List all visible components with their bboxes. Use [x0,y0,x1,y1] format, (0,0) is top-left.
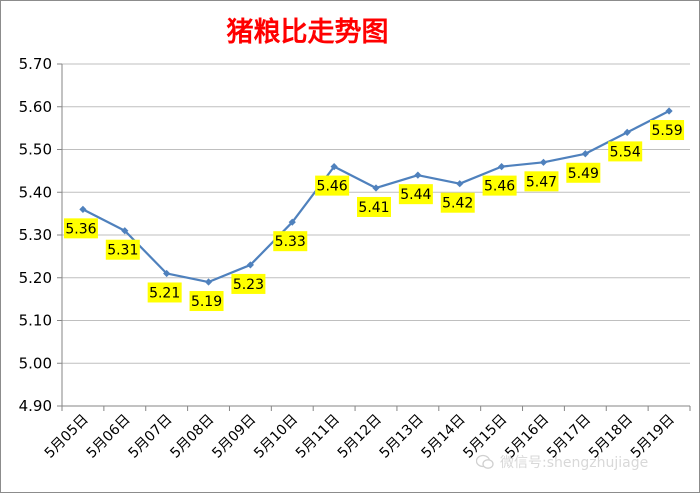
data-label: 5.42 [440,192,475,213]
data-label: 5.44 [398,184,433,205]
y-tick-label: 5.30 [19,226,52,244]
y-tick-label: 5.40 [19,183,52,201]
x-tick-label: 5月14日 [419,412,469,462]
data-label-box [608,141,643,162]
data-label-text: 5.23 [233,277,264,293]
x-tick-label: 5月05日 [42,412,92,462]
data-point [79,205,87,213]
data-label-text: 5.42 [442,196,473,212]
data-label-box [398,184,433,205]
data-label-text: 5.46 [317,179,348,195]
wechat-icon [475,454,494,470]
chart-title: 猪粮比走势图 [226,17,389,48]
x-tick-label: 5月06日 [84,412,134,462]
x-tick-label: 5月07日 [125,412,175,462]
y-tick-label: 5.70 [19,55,52,73]
data-label-box [147,282,182,303]
axes [57,63,691,411]
data-label-box [440,192,475,213]
data-label-text: 5.54 [610,144,641,160]
data-label-box [357,196,391,217]
watermark-text: 微信号:shengzhujiage [500,455,649,471]
data-label: 5.59 [650,120,685,141]
data-label-text: 5.19 [191,294,222,310]
data-point [204,278,213,286]
y-tick-label: 5.00 [19,354,52,372]
data-point [246,261,254,269]
x-tick-label: 5月12日 [335,412,385,462]
y-tick-label: 5.20 [19,269,52,287]
data-label: 5.47 [524,171,559,192]
data-label-box [650,120,685,141]
data-label-box [524,171,559,192]
data-label-box [231,273,266,294]
y-tick-label: 5.10 [19,312,52,330]
data-label: 5.36 [63,218,98,239]
y-tick-labels: 4.90 5.00 5.10 5.20 5.30 5.40 5.50 5.60 5.70 [19,55,52,415]
y-tick-label: 5.60 [19,98,52,116]
data-label-box [105,239,140,260]
data-label: 5.19 [189,291,224,312]
data-label-text: 5.41 [358,200,389,216]
data-label: 5.49 [566,162,601,183]
x-tick-label: 5月09日 [209,412,259,462]
data-label-box [566,162,601,183]
data-label-box [63,218,98,239]
y-tick-label: 5.50 [19,141,52,159]
gridlines [62,63,690,364]
y-tick-label: 4.90 [19,397,52,415]
x-tick-label: 5月08日 [167,412,217,462]
data-label-box [482,175,517,196]
data-point [581,150,589,158]
data-label-text: 5.36 [65,221,96,237]
data-label-text: 5.33 [275,234,306,250]
data-label-text: 5.59 [651,123,682,139]
data-point [121,227,129,235]
data-label: 5.41 [357,196,391,217]
series-polyline [82,110,670,284]
watermark: 微信号:shengzhujiage [475,452,649,472]
data-label: 5.54 [608,141,643,162]
x-tick-label: 5月10日 [251,412,301,462]
data-label: 5.33 [273,231,308,252]
data-point [623,128,631,136]
data-label-text: 5.46 [484,179,515,195]
data-label: 5.46 [482,175,517,196]
data-label-text: 5.31 [107,243,138,259]
x-tick-label: 5月13日 [377,412,427,462]
data-label-box [315,175,350,196]
data-point [456,180,464,188]
data-point [498,163,506,171]
data-label-box [189,291,224,312]
series-line [79,107,673,286]
data-label-text: 5.21 [149,285,180,301]
data-point [539,158,548,166]
data-label: 5.21 [147,282,182,303]
data-point [163,269,171,278]
data-point [372,184,380,192]
data-point [288,218,296,226]
data-labels: 5.36 5.31 5.21 5.19 5.23 5.33 5.46 5.41 5.44 5.42… [63,120,685,312]
data-label-text: 5.44 [400,187,431,203]
data-point [414,171,422,179]
data-label: 5.31 [105,239,140,260]
data-label-text: 5.49 [568,166,599,182]
data-label: 5.23 [231,273,266,294]
data-label-text: 5.47 [526,174,557,190]
x-tick-label: 5月11日 [293,412,343,462]
data-point [665,107,673,115]
data-point [330,163,338,171]
data-label: 5.46 [315,175,350,196]
data-label-box [273,231,308,252]
